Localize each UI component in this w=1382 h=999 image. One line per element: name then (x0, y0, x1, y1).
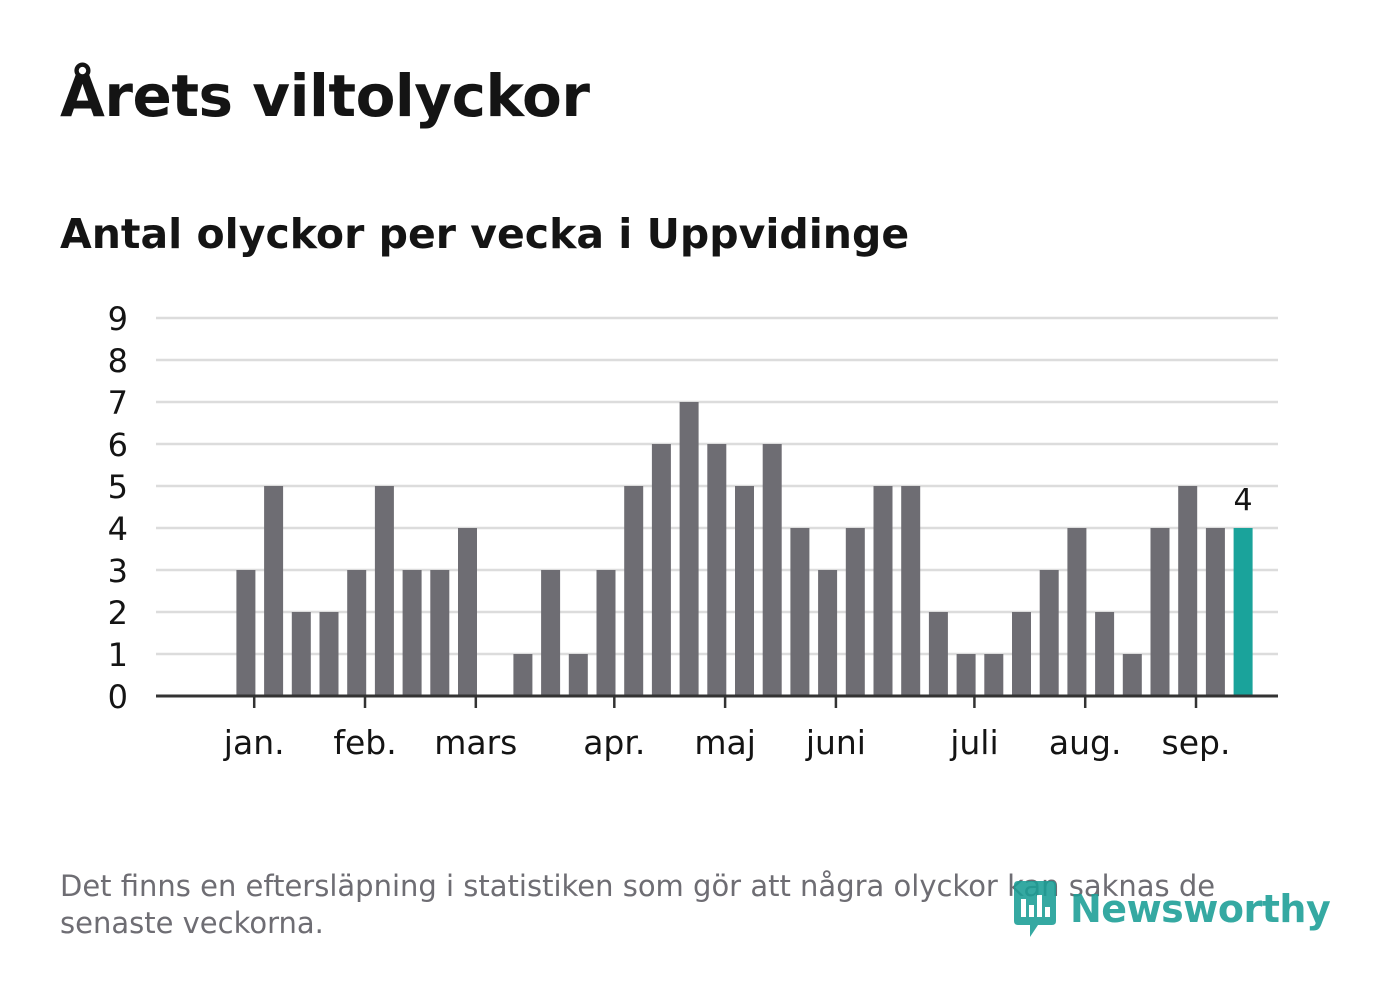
bar (901, 486, 921, 696)
bars (236, 402, 1253, 696)
bar (402, 570, 422, 696)
bar (790, 528, 810, 696)
chart-title: Årets viltolyckor (60, 62, 590, 130)
bar (707, 444, 727, 696)
bar (928, 612, 948, 696)
bar (1150, 528, 1170, 696)
y-axis-ticks: 0 1 2 3 4 5 6 7 8 9 (108, 300, 128, 716)
bar (651, 444, 671, 696)
y-tick-label: 6 (108, 426, 128, 464)
bar-highlight (1233, 528, 1253, 696)
x-tick-label: juni (805, 723, 866, 762)
bar (735, 486, 754, 696)
x-tick-label: mars (434, 723, 517, 762)
x-tick-label: jan. (223, 723, 285, 762)
bar (568, 654, 588, 696)
x-tick-label: juli (949, 723, 998, 762)
y-tick-label: 8 (108, 342, 128, 380)
bar (1067, 528, 1087, 696)
x-tick-label: maj (694, 723, 756, 762)
data-label: 4 (1234, 483, 1253, 518)
bar (319, 612, 339, 696)
y-tick-label: 1 (108, 636, 128, 674)
bar (236, 570, 256, 696)
y-tick-label: 2 (108, 594, 128, 632)
bar (1095, 612, 1115, 696)
bar (596, 570, 616, 696)
bar (541, 570, 561, 696)
bar (1205, 528, 1225, 696)
newsworthy-logo: Newsworthy (1010, 876, 1331, 942)
bar (679, 402, 699, 696)
bar (458, 528, 477, 696)
chart-subtitle: Antal olyckor per vecka i Uppvidinge (60, 210, 910, 258)
bar (873, 486, 893, 696)
x-tick-label: sep. (1162, 723, 1231, 762)
newsworthy-logo-icon (1014, 881, 1056, 937)
bar (513, 654, 533, 696)
y-tick-label: 4 (108, 510, 128, 548)
bar (1122, 654, 1142, 696)
bar (818, 570, 838, 696)
bar (264, 486, 284, 696)
x-axis-ticks: jan. feb. mars apr. maj juni juli aug. sep. (223, 696, 1231, 762)
bar (624, 486, 644, 696)
y-tick-label: 0 (108, 678, 128, 716)
y-tick-label: 9 (108, 300, 128, 338)
bar (1039, 570, 1059, 696)
y-tick-label: 5 (108, 468, 128, 506)
bar (374, 486, 394, 696)
x-tick-label: feb. (333, 723, 396, 762)
bar (291, 612, 311, 696)
bar (984, 654, 1004, 696)
bar (347, 570, 367, 696)
bar (845, 528, 865, 696)
y-tick-label: 3 (108, 552, 128, 590)
bar-chart: 0 1 2 3 4 5 6 7 8 9 jan. feb. mars apr. maj juni juli au… (108, 300, 1278, 762)
data-labels: 4 (1234, 483, 1253, 518)
bar (956, 654, 976, 696)
x-tick-label: aug. (1049, 723, 1122, 762)
x-tick-label: apr. (583, 723, 645, 762)
bar (430, 570, 450, 696)
brand-name: Newsworthy (1070, 887, 1331, 931)
bar (1012, 612, 1031, 696)
bar (1178, 486, 1198, 696)
y-tick-label: 7 (108, 384, 128, 422)
bar (762, 444, 782, 696)
